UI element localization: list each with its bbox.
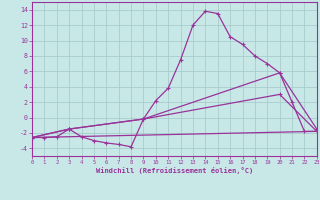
X-axis label: Windchill (Refroidissement éolien,°C): Windchill (Refroidissement éolien,°C) [96,167,253,174]
